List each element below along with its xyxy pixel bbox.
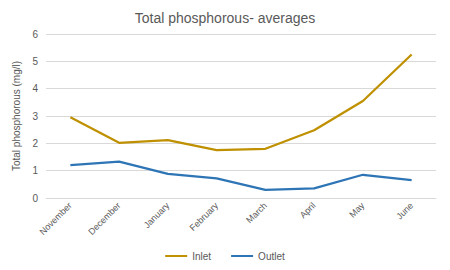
svg-text:0: 0 (32, 193, 38, 204)
svg-text:Inlet: Inlet (192, 251, 211, 262)
svg-text:Outlet: Outlet (258, 251, 285, 262)
svg-text:5: 5 (32, 56, 38, 67)
svg-text:Total phosphorous (mg/l): Total phosphorous (mg/l) (11, 61, 22, 171)
svg-text:2: 2 (32, 138, 38, 149)
svg-text:3: 3 (32, 111, 38, 122)
svg-text:4: 4 (32, 83, 38, 94)
svg-text:6: 6 (32, 29, 38, 40)
svg-text:1: 1 (32, 165, 38, 176)
svg-text:April: April (298, 200, 318, 220)
svg-text:February: February (188, 200, 221, 233)
svg-text:November: November (38, 200, 74, 236)
svg-text:Total phosphorous- averages: Total phosphorous- averages (135, 10, 316, 26)
svg-text:March: March (244, 200, 269, 225)
svg-text:June: June (394, 200, 415, 221)
svg-text:January: January (142, 200, 172, 230)
svg-text:May: May (347, 200, 366, 219)
svg-text:December: December (86, 200, 122, 236)
